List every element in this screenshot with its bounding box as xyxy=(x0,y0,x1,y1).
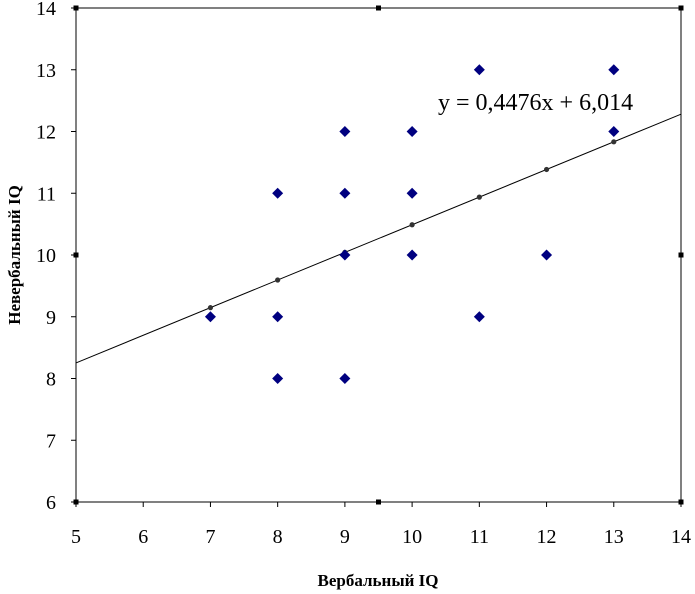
data-points xyxy=(204,64,620,384)
data-point xyxy=(272,311,284,323)
selection-handle[interactable] xyxy=(678,5,684,11)
data-point xyxy=(339,373,351,384)
trendline-point xyxy=(409,222,415,228)
selection-handle[interactable] xyxy=(376,499,381,505)
y-tick-label: 11 xyxy=(37,183,56,205)
selection-handle[interactable] xyxy=(678,252,684,258)
x-tick-label: 7 xyxy=(205,526,215,548)
x-tick-label: 5 xyxy=(71,526,81,548)
data-point xyxy=(339,126,351,137)
data-point xyxy=(272,373,284,384)
x-tick-label: 6 xyxy=(138,526,148,548)
x-tick-label: 8 xyxy=(273,526,283,548)
trendline-point xyxy=(543,166,550,173)
data-point xyxy=(473,311,485,323)
trendline xyxy=(75,113,682,364)
trendline-point xyxy=(207,305,214,311)
x-tick-label: 12 xyxy=(537,526,557,548)
y-tick-label: 13 xyxy=(36,60,56,82)
data-point xyxy=(608,64,620,76)
trendline-point xyxy=(275,277,281,283)
x-tick-label: 14 xyxy=(671,526,691,548)
selection-handle[interactable] xyxy=(376,5,381,11)
data-point xyxy=(406,187,418,199)
y-axis-ticks: 6 7 8 9 10 11 12 13 14 xyxy=(36,0,76,514)
data-point xyxy=(339,249,351,261)
x-tick-label: 9 xyxy=(340,526,350,548)
data-point xyxy=(608,126,620,137)
x-axis-title: Вербальный IQ xyxy=(318,571,439,590)
y-tick-label: 8 xyxy=(46,369,56,391)
y-tick-label: 9 xyxy=(46,307,56,329)
trendline-point xyxy=(611,139,617,145)
data-point xyxy=(406,249,418,261)
data-point xyxy=(406,126,418,137)
x-tick-label: 13 xyxy=(604,526,624,548)
trendline-point xyxy=(476,194,482,200)
x-tick-label: 10 xyxy=(402,526,422,548)
data-point xyxy=(473,64,485,76)
y-tick-label: 12 xyxy=(36,122,56,144)
y-axis-title: Невербальный IQ xyxy=(5,185,24,325)
y-tick-label: 6 xyxy=(46,492,56,514)
y-tick-label: 7 xyxy=(46,430,56,452)
data-point xyxy=(204,311,216,323)
data-point xyxy=(339,187,351,199)
data-point xyxy=(541,249,553,261)
x-axis-ticks: 5 6 7 8 9 10 11 12 13 14 xyxy=(71,502,691,548)
trendline-equation: y = 0,4476x + 6,014 xyxy=(438,90,633,116)
x-tick-label: 11 xyxy=(470,526,489,548)
y-tick-label: 14 xyxy=(36,0,56,20)
plot-area xyxy=(75,7,682,503)
data-point xyxy=(272,187,284,199)
y-tick-label: 10 xyxy=(36,245,56,267)
